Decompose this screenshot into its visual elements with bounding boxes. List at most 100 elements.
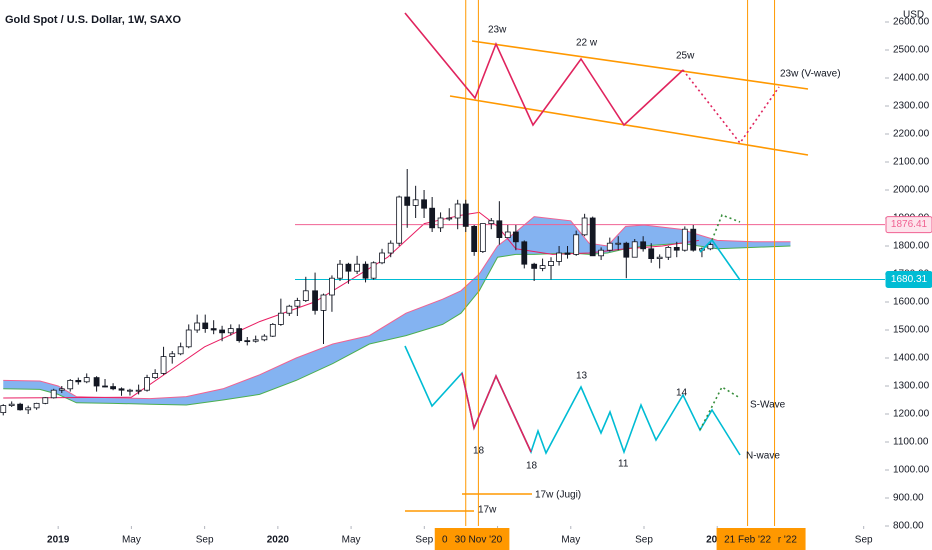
candle-body: [471, 225, 478, 252]
y-tick-label: 2400.00: [893, 73, 930, 84]
candle-body: [573, 234, 580, 255]
drawings: [404, 12, 809, 512]
price-projection-alt: [711, 213, 741, 241]
candle-body: [656, 256, 663, 260]
candle-body: [33, 402, 40, 409]
candle-body: [370, 262, 377, 279]
candle-body: [345, 263, 352, 272]
candle-body: [261, 335, 268, 341]
candle-body: [548, 260, 554, 266]
candle-body: [673, 246, 680, 251]
candle-body: [25, 407, 32, 411]
candle-body: [690, 228, 697, 251]
y-tick-label: 1100.00: [893, 437, 929, 448]
annotation: 23w: [488, 25, 507, 36]
candle-body: [294, 300, 301, 307]
candle-body: [227, 328, 234, 334]
candle-body: [210, 328, 217, 331]
candle-body: [556, 252, 562, 262]
candle-body: [387, 242, 394, 254]
candle-body: [437, 217, 444, 229]
candle-body: [269, 323, 276, 337]
candle-body: [110, 386, 116, 390]
top-zigzag: [404, 12, 684, 127]
candle-body: [160, 356, 167, 374]
x-tick-label: 2019: [47, 535, 70, 546]
candle-body: [185, 329, 192, 348]
candle-body: [144, 377, 150, 391]
y-tick-label: 2000.00: [893, 185, 930, 196]
candle-body: [337, 263, 343, 279]
candle-body: [102, 385, 108, 388]
date-badge-label: 30 Nov '20: [455, 535, 503, 546]
candle-body: [421, 199, 427, 209]
y-tick-label: 1300.00: [893, 381, 930, 392]
candle-body: [354, 263, 361, 272]
candle-body: [329, 277, 335, 296]
y-tick-label: 1600.00: [893, 297, 930, 308]
candle-body: [75, 379, 82, 383]
y-tick-label: 1500.00: [893, 325, 930, 336]
candle-body: [312, 290, 318, 311]
annotation: 13: [576, 371, 588, 382]
price-badge: [885, 216, 932, 234]
candle-body: [539, 265, 546, 269]
x-tick-label: Sep: [635, 535, 653, 546]
x-tick-label: Sep: [196, 535, 214, 546]
candle-body: [0, 405, 7, 414]
candle-body: [707, 244, 714, 250]
annotation: 18: [473, 446, 485, 457]
annotation: 17w (Jugi): [535, 490, 581, 501]
date-badge: [447, 528, 510, 550]
y-tick-label: 1000.00: [893, 465, 930, 476]
y-tick-label: 2100.00: [893, 157, 930, 168]
candle-body: [396, 196, 403, 244]
y-tick-label: 1200.00: [893, 409, 930, 420]
chart-title: Gold Spot / U.S. Dollar, 1W, SAXO: [5, 14, 181, 26]
axes: 800.00 900.00 1000.00 1100.00 1200.00 1300.00…: [47, 17, 932, 550]
price-badge-label: 1680.31: [891, 274, 928, 285]
price-badge-label: 1876.41: [891, 219, 928, 230]
candle-body: [252, 339, 259, 342]
candle-body: [648, 248, 655, 260]
candle-body: [496, 220, 503, 239]
x-tick-label: May: [122, 535, 141, 546]
s-wave: [699, 385, 741, 431]
candle-body: [244, 340, 251, 343]
annotation: 11: [618, 459, 629, 470]
candle-body: [8, 403, 15, 407]
x-tick-label: May: [342, 535, 361, 546]
candle-body: [479, 223, 486, 253]
annotation: 22 w: [576, 38, 598, 49]
candle-body: [236, 328, 243, 342]
y-tick-label: 2600.00: [893, 17, 930, 28]
candle-body: [446, 217, 453, 220]
y-tick-label: 2300.00: [893, 101, 930, 112]
y-tick-label: 2200.00: [893, 129, 930, 140]
candle-body: [219, 329, 225, 334]
candle-body: [404, 196, 411, 206]
channel-upper: [471, 40, 809, 90]
candle-body: [462, 203, 469, 227]
y-tick-label: 900.00: [893, 493, 924, 504]
candle-body: [412, 199, 419, 206]
plot-area: 23w 22 w 25w 23w (V-wave) 13 14 18 18 11…: [0, 0, 885, 526]
candle-body: [512, 231, 519, 243]
candles: [0, 169, 714, 416]
candle-body: [42, 397, 49, 404]
currency-label: USD: [903, 10, 924, 21]
candle-body: [83, 377, 90, 383]
x-tick-label: Sep: [855, 535, 873, 546]
candle-body: [50, 389, 57, 399]
candle-body: [598, 249, 605, 257]
candle-body: [640, 241, 647, 250]
candle-body: [581, 217, 588, 236]
candle-body: [93, 377, 100, 387]
y-tick-label: 1400.00: [893, 353, 930, 364]
cloud-upper-edge: [3, 216, 791, 400]
y-tick-label: 2500.00: [893, 45, 930, 56]
candle-body: [58, 388, 65, 391]
annotations: 23w 22 w 25w 23w (V-wave) 13 14 18 18 11…: [473, 25, 841, 516]
annotation: 23w (V-wave): [780, 69, 841, 80]
